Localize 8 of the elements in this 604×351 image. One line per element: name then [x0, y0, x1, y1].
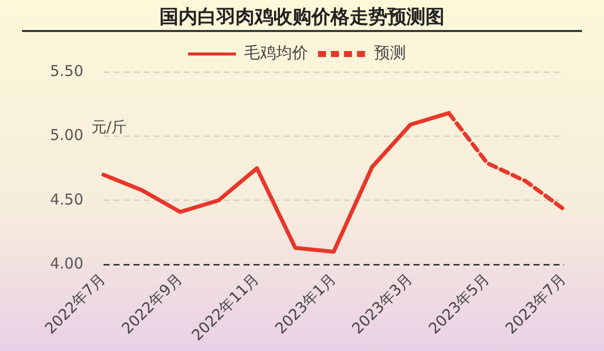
- y-tick-label: 4.50: [50, 190, 84, 208]
- y-tick-label: 5.50: [50, 62, 84, 80]
- chart-title: 国内白羽肉鸡收购价格走势预测图: [22, 0, 582, 32]
- y-tick-label: 4.00: [50, 254, 84, 272]
- legend-label: 预测: [374, 43, 406, 62]
- y-axis-title: 元/斤: [91, 118, 126, 136]
- legend-label: 毛鸡均价: [244, 43, 308, 62]
- y-tick-label: 5.00: [50, 126, 84, 144]
